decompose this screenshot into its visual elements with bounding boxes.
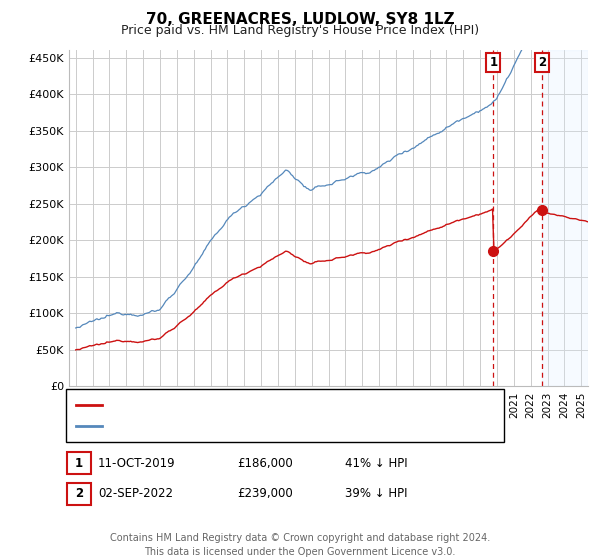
Text: 39% ↓ HPI: 39% ↓ HPI (345, 487, 407, 501)
Text: 2: 2 (538, 57, 546, 69)
Text: 11-OCT-2019: 11-OCT-2019 (98, 456, 175, 470)
Bar (542, 50, 588, 386)
Text: Price paid vs. HM Land Registry's House Price Index (HPI): Price paid vs. HM Land Registry's House … (121, 24, 479, 37)
Text: £239,000: £239,000 (237, 487, 293, 501)
Text: 41% ↓ HPI: 41% ↓ HPI (345, 456, 407, 470)
Text: 1: 1 (75, 456, 83, 470)
Text: 1: 1 (490, 57, 497, 69)
Text: 70, GREENACRES, LUDLOW, SY8 1LZ: 70, GREENACRES, LUDLOW, SY8 1LZ (146, 12, 454, 27)
Text: HPI: Average price, detached house, Shropshire: HPI: Average price, detached house, Shro… (107, 420, 388, 433)
Text: 70, GREENACRES, LUDLOW, SY8 1LZ (detached house): 70, GREENACRES, LUDLOW, SY8 1LZ (detache… (107, 399, 430, 412)
Text: 02-SEP-2022: 02-SEP-2022 (98, 487, 173, 501)
Text: 2: 2 (75, 487, 83, 501)
Text: Contains HM Land Registry data © Crown copyright and database right 2024.
This d: Contains HM Land Registry data © Crown c… (110, 533, 490, 557)
Text: £186,000: £186,000 (237, 456, 293, 470)
